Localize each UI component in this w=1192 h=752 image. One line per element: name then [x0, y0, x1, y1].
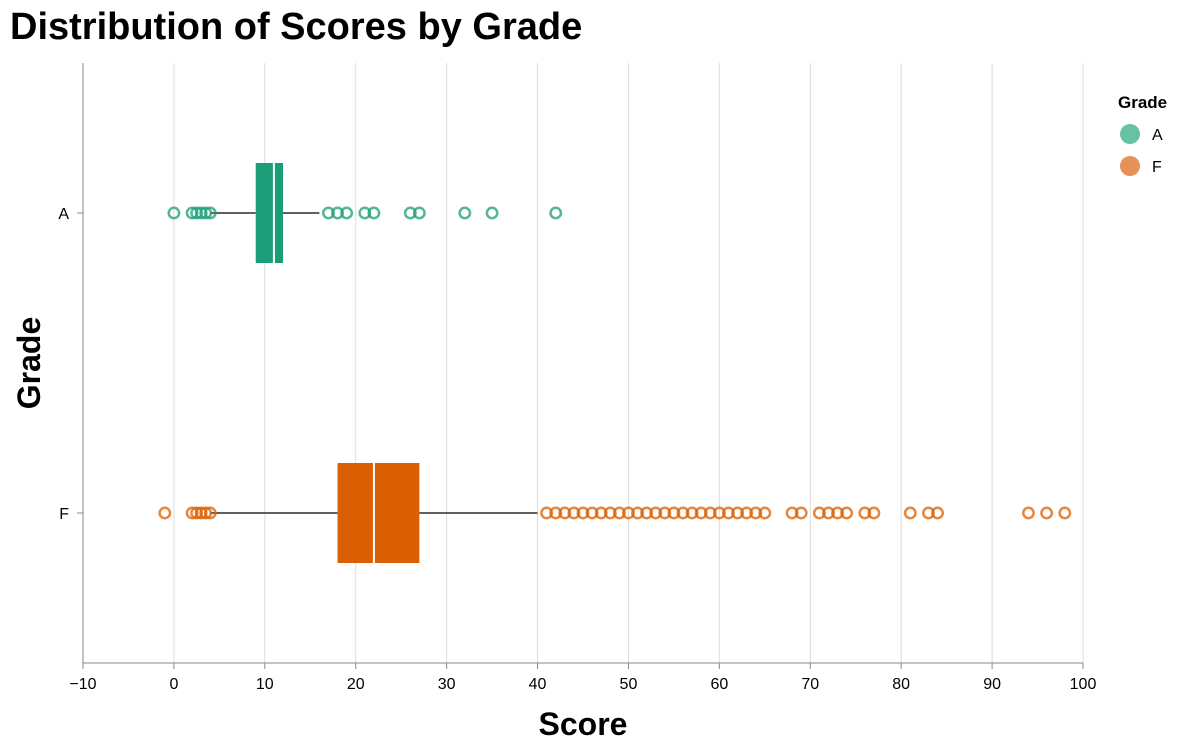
x-tick-label: 0 — [169, 676, 178, 693]
outlier-point — [485, 206, 499, 220]
outlier-point — [558, 506, 572, 520]
outlier-point — [1040, 506, 1054, 520]
x-tick-label: 30 — [438, 676, 456, 693]
outlier-point — [812, 506, 826, 520]
outlier-point — [785, 506, 799, 520]
outlier-point — [585, 506, 599, 520]
outlier-point — [576, 506, 590, 520]
x-tick-label: 100 — [1070, 676, 1097, 693]
outlier-point — [703, 506, 717, 520]
outlier-point — [658, 506, 672, 520]
x-tick-label: −10 — [69, 676, 96, 693]
outlier-point — [340, 206, 354, 220]
axes — [82, 63, 1083, 664]
legend-swatch-f — [1120, 156, 1140, 176]
outlier-point — [867, 506, 881, 520]
outlier-point — [612, 506, 626, 520]
outlier-point — [840, 506, 854, 520]
outlier-point — [403, 206, 417, 220]
x-tick-label: 50 — [620, 676, 638, 693]
x-axis-title: Score — [539, 706, 628, 742]
outlier-point — [158, 506, 172, 520]
outlier-point — [199, 506, 213, 520]
outlier-point — [758, 506, 772, 520]
outlier-point — [331, 206, 344, 220]
x-tick-label: 40 — [529, 676, 547, 693]
outlier-point — [822, 506, 835, 520]
outlier-point — [367, 206, 381, 220]
outlier-point — [185, 506, 199, 520]
outlier-point — [922, 506, 935, 520]
outlier-point — [194, 506, 208, 520]
x-tick-label: 80 — [892, 676, 910, 693]
legend-title: Grade — [1118, 93, 1167, 112]
outlier-point — [1022, 506, 1035, 520]
box-group-f — [158, 463, 1072, 563]
y-axis-ticks: AF — [58, 206, 83, 523]
x-tick-label: 60 — [710, 676, 728, 693]
y-axis-title: Grade — [11, 317, 47, 409]
outlier-point — [731, 506, 744, 520]
chart-title: Distribution of Scores by Grade — [10, 6, 583, 48]
outlier-point — [903, 506, 917, 520]
outlier-point — [667, 506, 681, 520]
box-iqr — [337, 463, 420, 563]
outlier-point — [594, 506, 608, 520]
outlier-point — [722, 506, 735, 520]
outlier-point — [858, 506, 872, 520]
outlier-point — [685, 506, 699, 520]
x-tick-label: 20 — [347, 676, 365, 693]
x-axis-ticks: −10 0 10 20 30 40 50 60 70 80 90 100 — [69, 663, 1096, 693]
outlier-point — [694, 506, 708, 520]
outlier-point — [794, 506, 808, 520]
outlier-point — [631, 506, 644, 520]
outlier-point — [749, 506, 763, 520]
outlier-point — [194, 206, 208, 220]
outlier-point — [167, 206, 181, 220]
outlier-point — [640, 506, 654, 520]
outlier-point — [322, 206, 335, 220]
outlier-point — [549, 206, 563, 220]
y-tick-label: F — [59, 506, 69, 523]
outlier-point — [412, 206, 426, 220]
outlier-point — [203, 206, 217, 220]
outlier-point — [712, 506, 726, 520]
x-tick-label: 90 — [983, 676, 1001, 693]
y-tick-label: A — [58, 206, 69, 223]
legend-label-a: A — [1152, 127, 1163, 144]
grid-lines — [82, 63, 1084, 663]
outlier-point — [1058, 506, 1072, 520]
legend: Grade AF — [1118, 93, 1167, 176]
x-tick-label: 70 — [801, 676, 819, 693]
outlier-point — [931, 506, 944, 520]
outlier-point — [458, 206, 472, 220]
outlier-point — [567, 506, 581, 520]
outlier-point — [203, 506, 217, 520]
outlier-point — [831, 506, 844, 520]
outlier-point — [540, 506, 554, 520]
x-tick-label: 10 — [256, 676, 274, 693]
outlier-point — [603, 506, 617, 520]
legend-label-f: F — [1152, 159, 1162, 176]
box-iqr — [255, 163, 283, 263]
outlier-point — [185, 206, 199, 220]
outlier-point — [549, 506, 563, 520]
outlier-point — [649, 506, 663, 520]
outlier-point — [190, 206, 204, 220]
outlier-point — [622, 506, 635, 520]
outlier-point — [676, 506, 690, 520]
outlier-point — [358, 206, 372, 220]
outlier-point — [199, 206, 213, 220]
outlier-point — [740, 506, 754, 520]
box-group-a — [167, 163, 563, 263]
outlier-point — [190, 506, 204, 520]
legend-swatch-a — [1120, 124, 1140, 144]
box-marks — [158, 163, 1072, 563]
